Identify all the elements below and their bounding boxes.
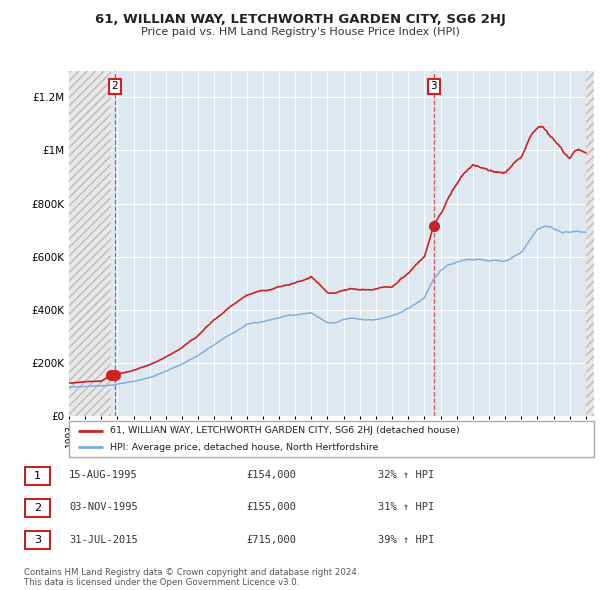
Text: £154,000: £154,000 (246, 470, 296, 480)
Bar (69, 71, 112, 416)
Text: Price paid vs. HM Land Registry's House Price Index (HPI): Price paid vs. HM Land Registry's House … (140, 27, 460, 37)
Text: 15-AUG-1995: 15-AUG-1995 (69, 470, 138, 480)
Text: 2: 2 (34, 503, 41, 513)
Text: 31-JUL-2015: 31-JUL-2015 (69, 535, 138, 545)
Text: 3: 3 (34, 536, 41, 545)
Text: 31% ↑ HPI: 31% ↑ HPI (378, 503, 434, 512)
FancyBboxPatch shape (25, 499, 50, 517)
Text: 61, WILLIAN WAY, LETCHWORTH GARDEN CITY, SG6 2HJ: 61, WILLIAN WAY, LETCHWORTH GARDEN CITY,… (95, 13, 505, 26)
FancyBboxPatch shape (25, 467, 50, 484)
Text: HPI: Average price, detached house, North Hertfordshire: HPI: Average price, detached house, Nort… (110, 443, 379, 452)
Text: 2: 2 (112, 81, 118, 91)
Text: 32% ↑ HPI: 32% ↑ HPI (378, 470, 434, 480)
Text: 1: 1 (34, 471, 41, 480)
Text: Contains HM Land Registry data © Crown copyright and database right 2024.: Contains HM Land Registry data © Crown c… (24, 568, 359, 576)
Text: 61, WILLIAN WAY, LETCHWORTH GARDEN CITY, SG6 2HJ (detached house): 61, WILLIAN WAY, LETCHWORTH GARDEN CITY,… (110, 426, 460, 435)
FancyBboxPatch shape (69, 421, 594, 457)
Text: 39% ↑ HPI: 39% ↑ HPI (378, 535, 434, 545)
Text: £155,000: £155,000 (246, 503, 296, 512)
Text: 3: 3 (430, 81, 437, 91)
Text: 03-NOV-1995: 03-NOV-1995 (69, 503, 138, 512)
FancyBboxPatch shape (25, 532, 50, 549)
Text: £715,000: £715,000 (246, 535, 296, 545)
Bar (586, 71, 594, 416)
Text: This data is licensed under the Open Government Licence v3.0.: This data is licensed under the Open Gov… (24, 578, 299, 587)
